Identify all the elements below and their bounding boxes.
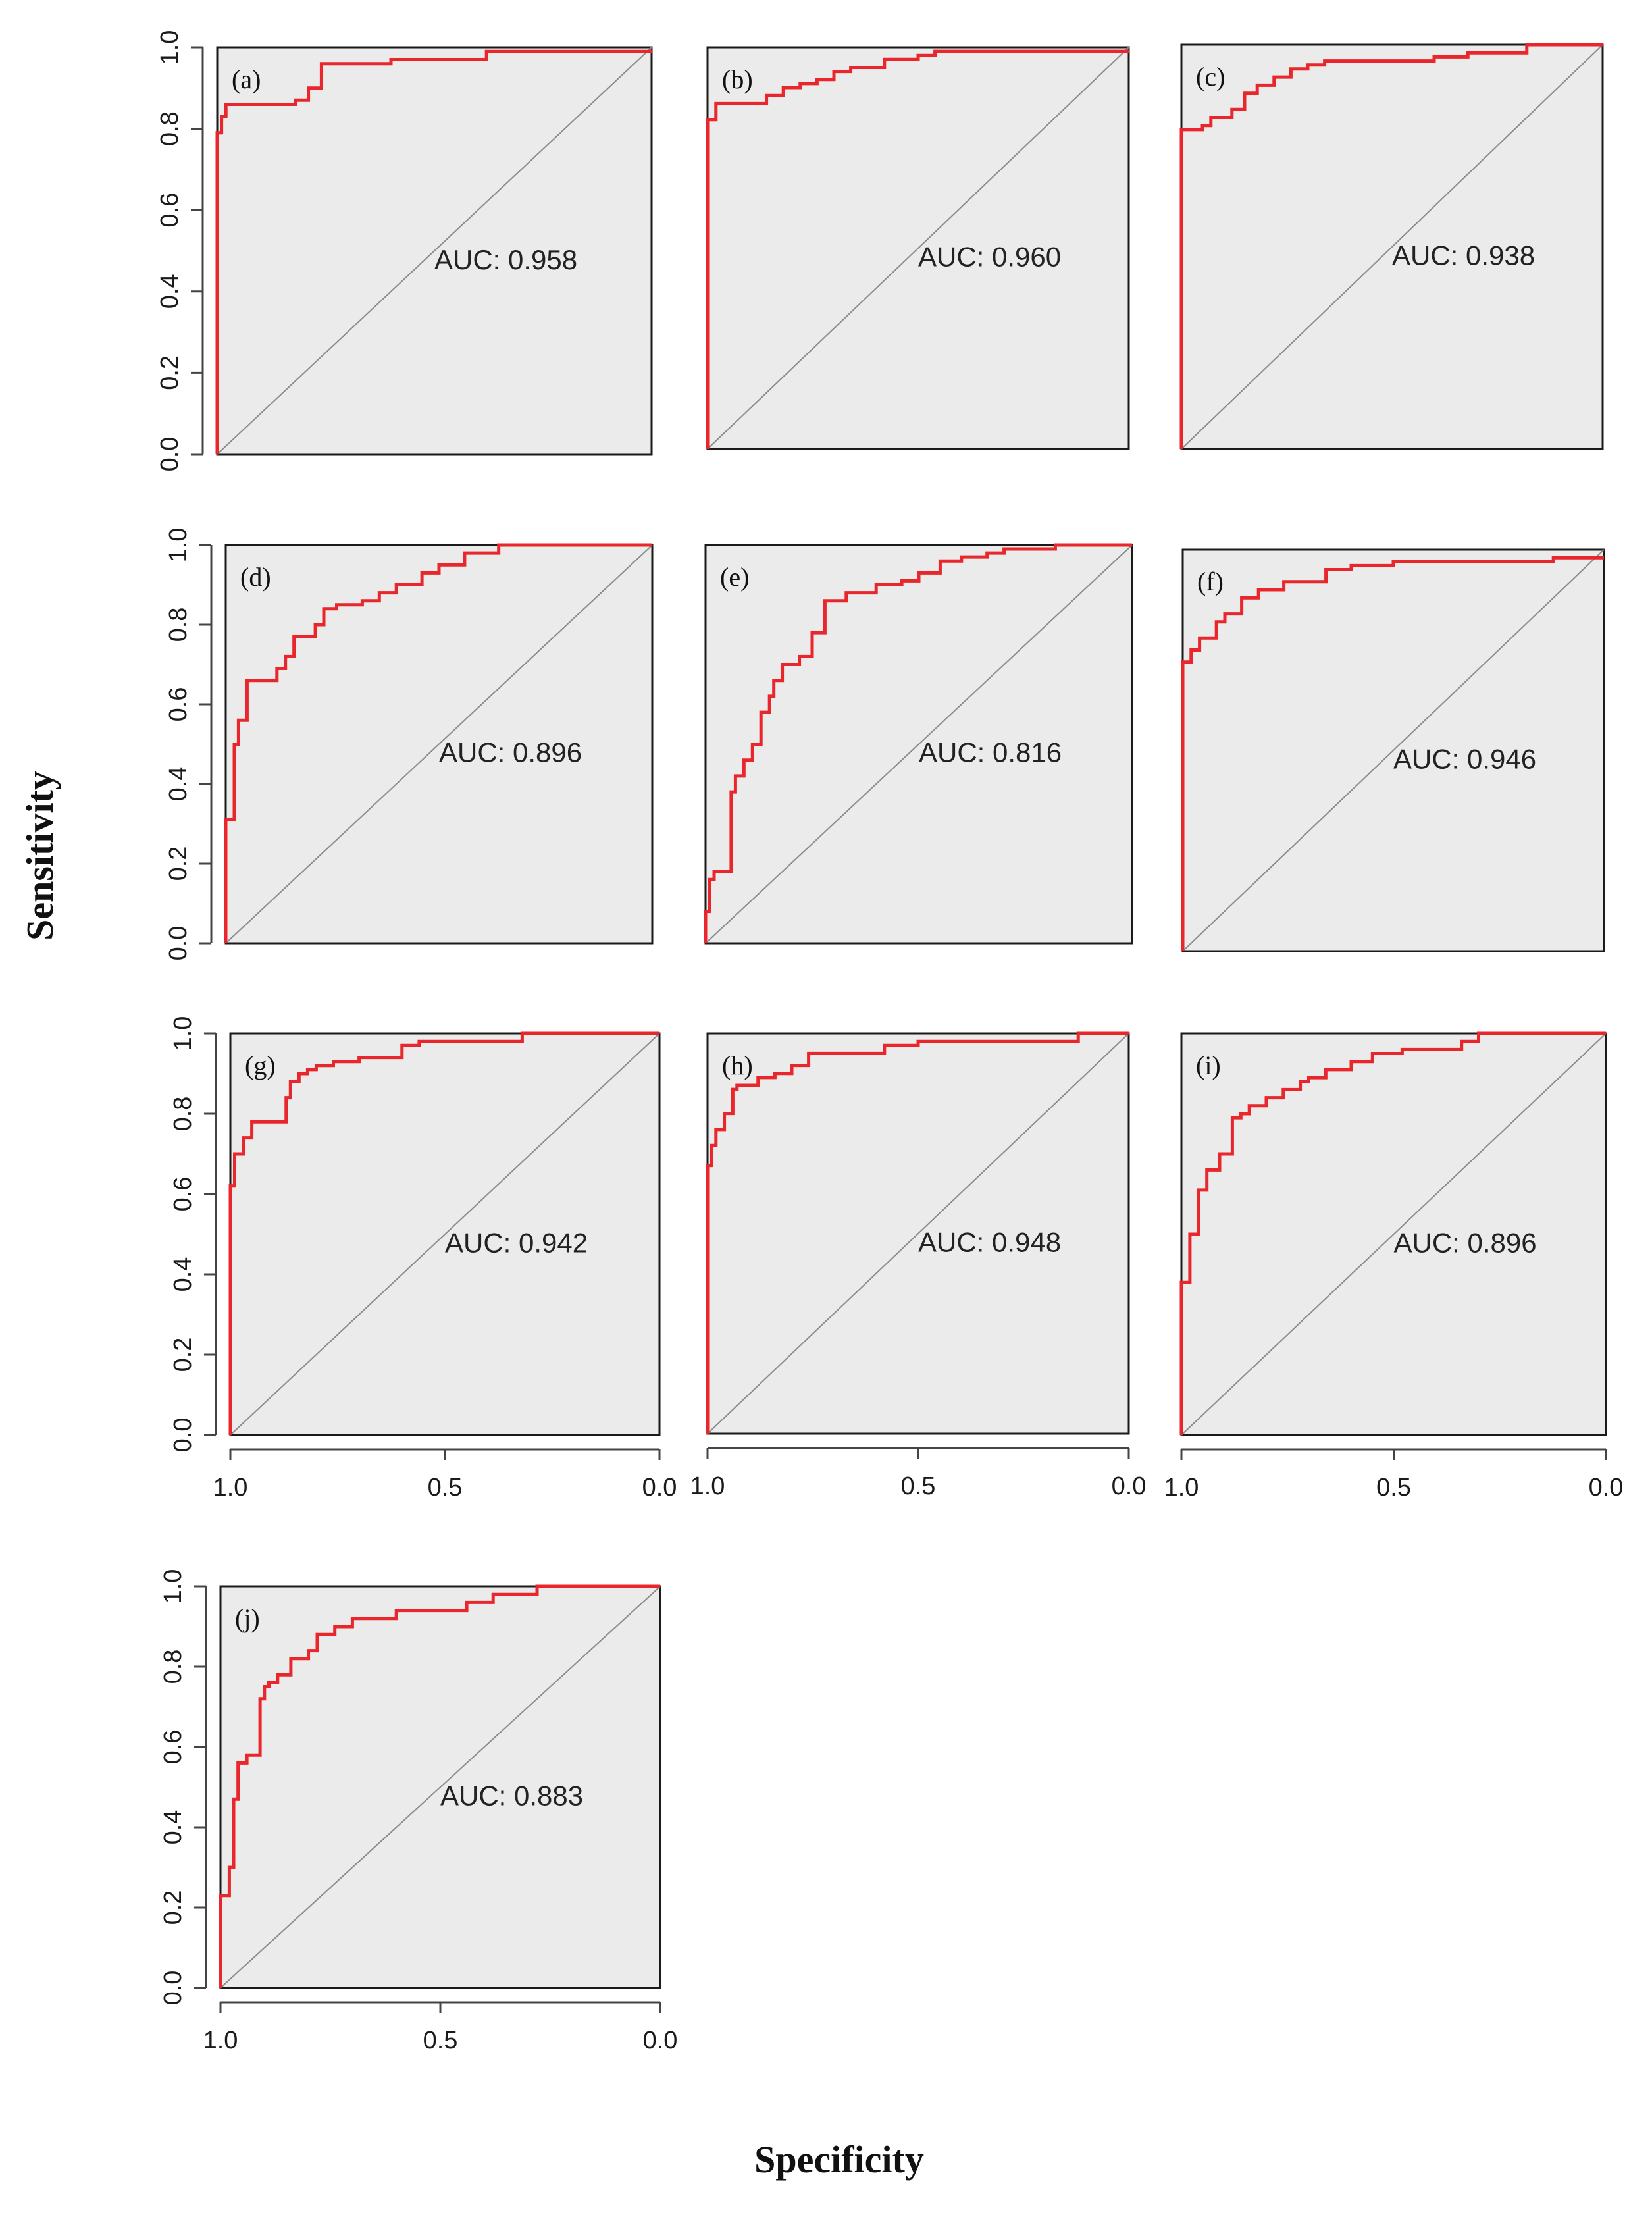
y-tick-label: 0.6: [169, 1177, 197, 1212]
y-tick-label: 0.4: [156, 274, 184, 309]
y-tick-label: 0.0: [156, 437, 184, 472]
y-tick-label: 0.4: [169, 1257, 197, 1292]
roc-panel-g: (g) AUC: 0.942 0.0 0.2 0.4 0.6 0.8 1.0 1.0 0.5 0.0: [169, 1016, 677, 1501]
roc-panel-e: (e) AUC: 0.816: [704, 543, 1133, 945]
x-tick-label: 1.0: [203, 2027, 238, 2054]
y-tick-label: 0.2: [159, 1890, 187, 1925]
x-tick-label: 0.0: [1112, 1472, 1147, 1500]
y-tick-label: 0.4: [159, 1810, 187, 1845]
panel-label: (f): [1197, 567, 1224, 596]
auc-label: AUC: 0.948: [918, 1226, 1061, 1257]
roc-panels: (a) AUC: 0.958 0.0 0.2 0.4 0.6 0.8 1.0 (b) AUC: 0…: [156, 30, 1623, 2054]
x-tick-label: 1.0: [1164, 1474, 1199, 1501]
roc-curve: [706, 49, 1129, 449]
y-tick-label: 1.0: [169, 1016, 197, 1051]
chance-diagonal-line: [217, 47, 652, 455]
roc-panel-b: (b) AUC: 0.960: [706, 46, 1130, 450]
x-tick-label: 0.0: [643, 2027, 678, 2054]
roc-panel-a: (a) AUC: 0.958 0.0 0.2 0.4 0.6 0.8 1.0: [156, 30, 653, 472]
chance-diagonal-line: [1181, 44, 1603, 450]
y-tick-label: 1.0: [159, 1569, 187, 1604]
y-tick-label: 0.8: [169, 1097, 197, 1132]
x-tick-label: 0.5: [428, 1474, 463, 1501]
y-tick-label: 0.8: [165, 608, 192, 642]
roc-panel-c: (c) AUC: 0.938: [1179, 43, 1604, 450]
panel-label: (d): [240, 562, 271, 592]
x-tick-label: 1.0: [690, 1472, 725, 1500]
y-tick-label: 0.6: [156, 193, 184, 228]
roc-curve: [228, 1031, 659, 1435]
y-tick-label: 0.2: [156, 355, 184, 390]
x-tick-label: 0.5: [423, 2027, 458, 2054]
chance-diagonal-line: [225, 544, 653, 944]
panel-label: (a): [232, 65, 261, 94]
chance-diagonal-line: [707, 47, 1129, 450]
roc-panel-h: (h) AUC: 0.948 1.0 0.5 0.0: [690, 1031, 1147, 1500]
roc-panel-i: (i) AUC: 0.896 1.0 0.5 0.0: [1164, 1031, 1624, 1501]
panel-label: (e): [720, 562, 749, 592]
y-tick-label: 1.0: [165, 528, 192, 563]
auc-label: AUC: 0.958: [434, 244, 577, 275]
panel-label: (g): [245, 1051, 276, 1080]
y-tick-label: 0.8: [156, 111, 184, 146]
auc-label: AUC: 0.883: [440, 1780, 583, 1811]
roc-panel-j: (j) AUC: 0.883 0.0 0.2 0.4 0.6 0.8 1.0 1.0 0.5 0.0: [159, 1569, 677, 2054]
auc-label: AUC: 0.946: [1393, 743, 1536, 774]
chance-diagonal-line: [705, 544, 1133, 944]
y-tick-label: 0.8: [159, 1650, 187, 1684]
roc-curve: [1181, 556, 1604, 951]
auc-label: AUC: 0.938: [1392, 240, 1535, 271]
auc-label: AUC: 0.942: [445, 1227, 588, 1258]
y-tick-label: 0.6: [165, 687, 192, 722]
x-tick-label: 1.0: [213, 1474, 248, 1501]
roc-curve: [706, 1031, 1129, 1434]
chance-diagonal-line: [707, 1033, 1129, 1434]
y-tick-label: 0.2: [165, 847, 192, 881]
y-tick-label: 0.0: [169, 1418, 197, 1453]
roc-panel-d: (d) AUC: 0.896 0.0 0.2 0.4 0.6 0.8 1.0: [165, 528, 654, 961]
y-tick-label: 1.0: [156, 30, 184, 65]
roc-panel-f: (f) AUC: 0.946: [1181, 548, 1605, 952]
auc-label: AUC: 0.896: [1394, 1227, 1537, 1258]
panel-label: (j): [235, 1603, 260, 1633]
y-tick-label: 0.0: [159, 1971, 187, 2006]
auc-label: AUC: 0.960: [918, 241, 1061, 272]
roc-curve: [1179, 43, 1603, 449]
roc-curve: [704, 543, 1132, 943]
panel-label: (h): [722, 1051, 753, 1080]
x-tick-label: 0.0: [1589, 1474, 1624, 1501]
auc-label: AUC: 0.816: [919, 737, 1062, 768]
x-tick-label: 0.5: [901, 1472, 936, 1500]
x-tick-label: 0.0: [642, 1474, 677, 1501]
chance-diagonal-line: [220, 1586, 661, 1989]
auc-label: AUC: 0.896: [439, 737, 582, 768]
panel-label: (i): [1196, 1051, 1221, 1080]
roc-curve: [1179, 1031, 1606, 1435]
y-tick-label: 0.2: [169, 1338, 197, 1372]
x-axis-title: Specificity: [754, 2138, 924, 2181]
x-tick-label: 0.5: [1376, 1474, 1411, 1501]
y-axis-title: Sensitivity: [18, 771, 61, 941]
roc-curve: [215, 49, 652, 454]
roc-curve: [219, 1584, 660, 1988]
panel-label: (c): [1196, 62, 1225, 91]
chance-diagonal-line: [1182, 549, 1605, 952]
y-tick-label: 0.4: [165, 767, 192, 802]
y-tick-label: 0.0: [165, 926, 192, 961]
chance-diagonal-line: [1181, 1033, 1607, 1436]
chance-diagonal-line: [230, 1033, 660, 1436]
panel-label: (b): [722, 65, 753, 94]
roc-curve: [224, 543, 652, 943]
y-tick-label: 0.6: [159, 1730, 187, 1765]
